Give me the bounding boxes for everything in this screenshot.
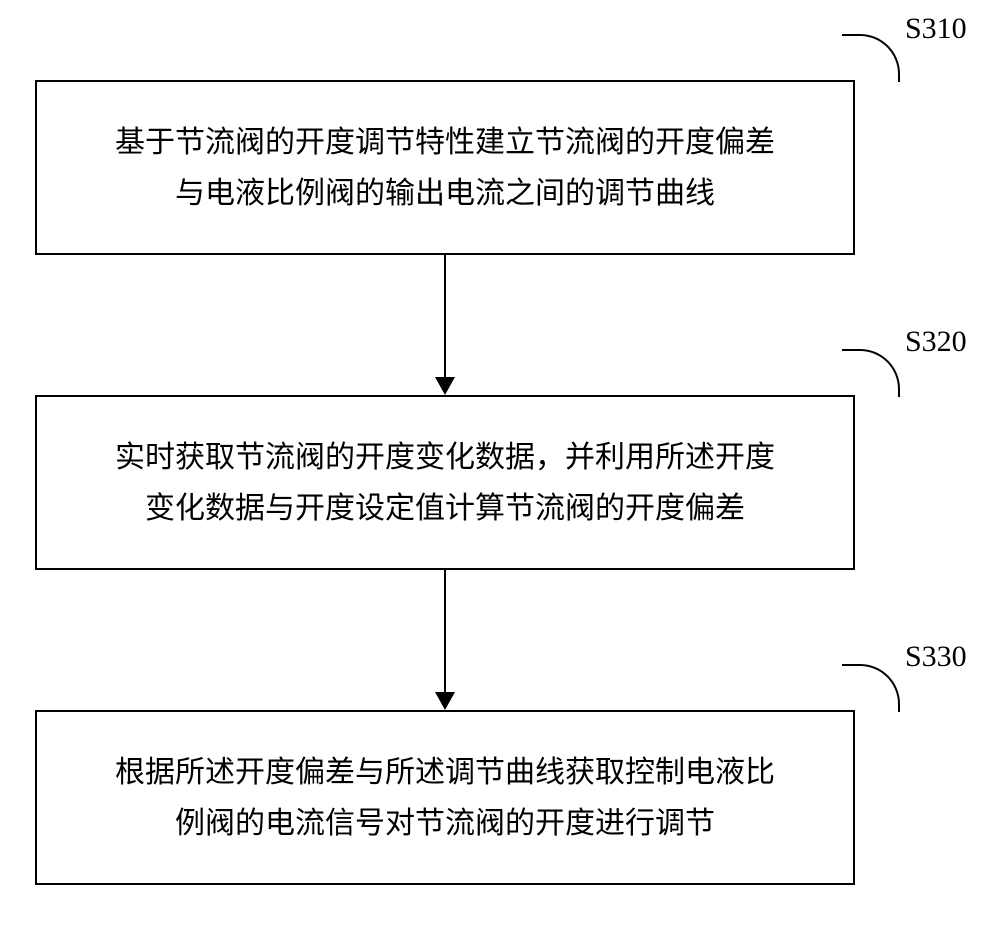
edge-s320-s330-head [435, 692, 455, 710]
flow-node-s330: 根据所述开度偏差与所述调节曲线获取控制电液比 例阀的电流信号对节流阀的开度进行调… [35, 710, 855, 885]
step-label-s320: S320 [905, 325, 967, 359]
flow-node-s330-text: 根据所述开度偏差与所述调节曲线获取控制电液比 例阀的电流信号对节流阀的开度进行调… [115, 747, 775, 849]
edge-s320-s330 [444, 570, 446, 692]
edge-s310-s320 [444, 255, 446, 377]
leader-s330 [842, 664, 900, 712]
leader-s320 [842, 349, 900, 397]
flowchart-canvas: 基于节流阀的开度调节特性建立节流阀的开度偏差 与电液比例阀的输出电流之间的调节曲… [0, 0, 1000, 948]
edge-s310-s320-head [435, 377, 455, 395]
leader-s310 [842, 34, 900, 82]
step-label-s310: S310 [905, 12, 967, 46]
flow-node-s310: 基于节流阀的开度调节特性建立节流阀的开度偏差 与电液比例阀的输出电流之间的调节曲… [35, 80, 855, 255]
flow-node-s320-text: 实时获取节流阀的开度变化数据，并利用所述开度 变化数据与开度设定值计算节流阀的开… [115, 432, 775, 534]
flow-node-s310-text: 基于节流阀的开度调节特性建立节流阀的开度偏差 与电液比例阀的输出电流之间的调节曲… [115, 117, 775, 219]
flow-node-s320: 实时获取节流阀的开度变化数据，并利用所述开度 变化数据与开度设定值计算节流阀的开… [35, 395, 855, 570]
step-label-s330: S330 [905, 640, 967, 674]
